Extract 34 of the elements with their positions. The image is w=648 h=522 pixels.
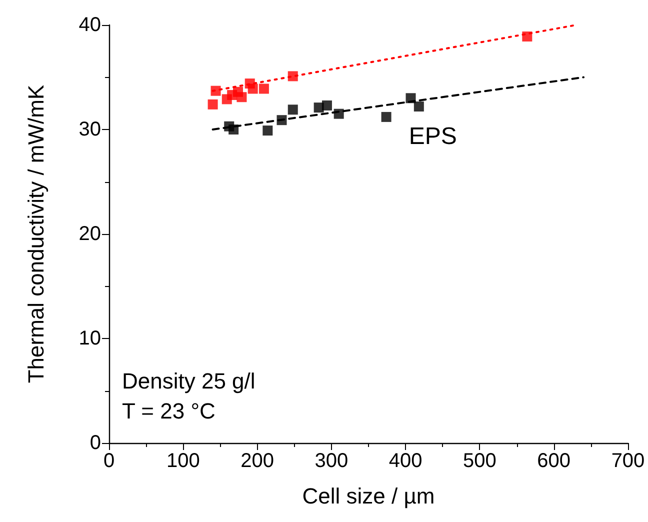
x-tick-label: 200: [240, 450, 274, 472]
y-tick-label: 0: [90, 432, 101, 454]
point: [334, 108, 344, 119]
x-tick-label: 400: [388, 450, 422, 472]
point: [208, 99, 218, 110]
point: [381, 112, 392, 122]
x-tick-label: 700: [611, 450, 645, 472]
y-axis-title: Thermal conductivity / mW/mK: [24, 84, 48, 384]
point: [210, 86, 221, 96]
point: [248, 84, 258, 94]
y-tick-label: 20: [78, 223, 101, 245]
annotation: T = 23 °C: [122, 398, 216, 424]
point: [322, 100, 332, 110]
x-axis-title: Cell size / µm: [302, 484, 435, 508]
y-tick-label: 30: [78, 118, 101, 140]
point: [522, 31, 532, 42]
point: [288, 104, 298, 115]
point: [258, 84, 269, 94]
y-tick-label: 40: [78, 14, 101, 36]
point: [414, 102, 424, 112]
point: [276, 115, 287, 126]
x-tick-label: 500: [463, 450, 496, 472]
point: [406, 93, 416, 104]
point: [228, 124, 239, 134]
y-tick-label: 10: [78, 328, 101, 350]
point: [236, 92, 247, 102]
point: [288, 71, 298, 82]
annotation: Density 25 g/l: [122, 368, 256, 394]
point: [262, 126, 273, 136]
x-tick-label: 600: [537, 450, 571, 472]
x-tick-label: 100: [166, 450, 200, 472]
series-label: EPS: [408, 123, 457, 150]
x-tick-label: 300: [314, 450, 348, 472]
x-tick-label: 0: [103, 450, 115, 472]
